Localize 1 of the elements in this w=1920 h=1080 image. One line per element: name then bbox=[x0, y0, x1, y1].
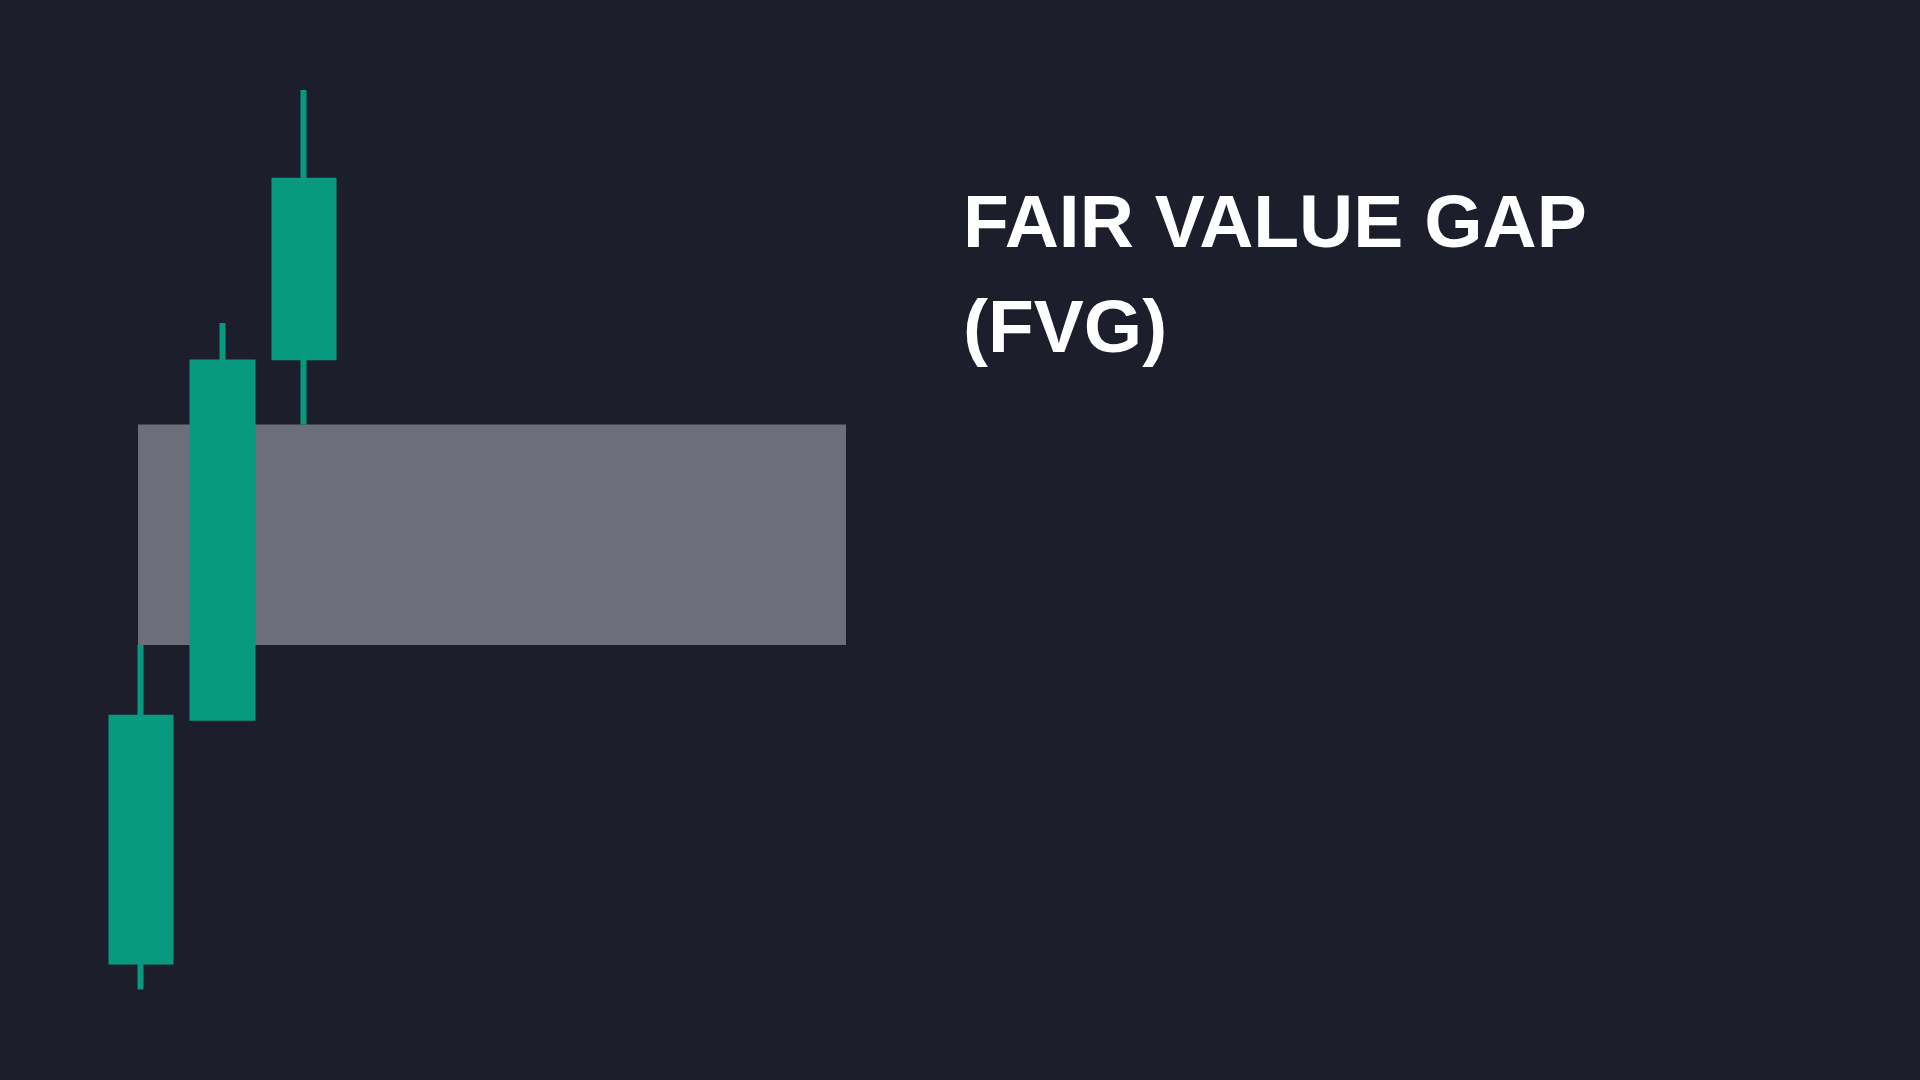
text: FAIR VALUE GAP (FVG) bbox=[963, 178, 1607, 368]
